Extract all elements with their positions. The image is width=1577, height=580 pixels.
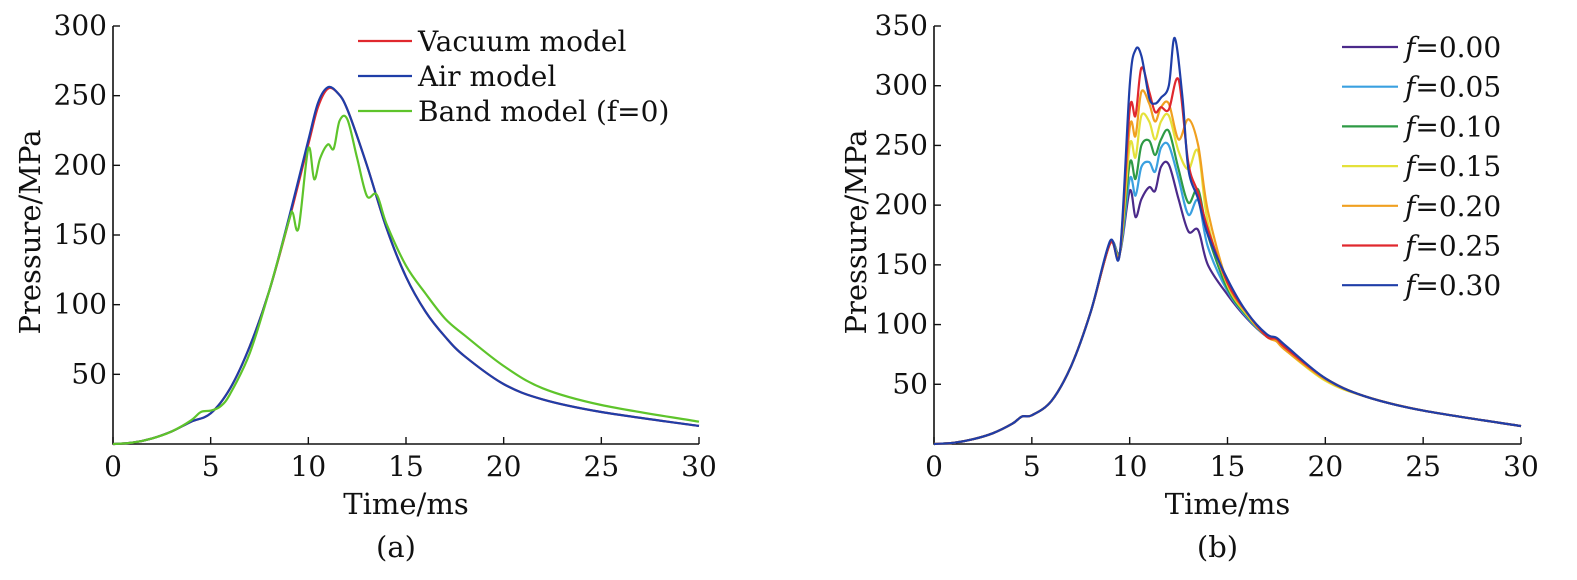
panel-a-x-tick-label: 25 bbox=[584, 450, 620, 483]
panel-b-x-tick-label: 25 bbox=[1405, 450, 1441, 483]
panel-a-label: (a) bbox=[376, 530, 416, 564]
panel-a-y-tick-label: 200 bbox=[54, 148, 107, 181]
panel-a-x-axis-title: Time/ms bbox=[343, 487, 468, 521]
panel-b-y-tick-label: 350 bbox=[875, 9, 928, 42]
panel-a-x-tick-label: 15 bbox=[388, 450, 424, 483]
panel-a-axes bbox=[112, 26, 699, 445]
panel-b-x-tick-label: 15 bbox=[1210, 450, 1246, 483]
panel-a-y-tick-label: 300 bbox=[54, 9, 107, 42]
panel-b-y-tick-label: 100 bbox=[875, 308, 928, 341]
panel-b-legend-label: f=0.20 bbox=[1403, 190, 1501, 223]
panel-b-y-axis-title: Pressure/MPa bbox=[839, 130, 873, 335]
panel-b-series-line bbox=[933, 36, 1522, 446]
panel-a-x-tick-label: 10 bbox=[291, 450, 327, 483]
panel-b-x-tick-label: 5 bbox=[1023, 450, 1041, 483]
panel-b-x-tick-label: 10 bbox=[1112, 450, 1148, 483]
panel-a-legend-label: Vacuum model bbox=[417, 25, 626, 58]
panel-b-y-tick-label: 150 bbox=[875, 248, 928, 281]
panel-b-series-line bbox=[933, 89, 1522, 446]
panel-a-y-axis-title: Pressure/MPa bbox=[13, 130, 47, 335]
panel-b-label: (b) bbox=[1197, 530, 1238, 564]
panel-b-chart: 0 5 10 15 20 25 30 50 100 150 200 250 300 350 Time/ms P… bbox=[839, 9, 1539, 564]
panel-b-legend-label: f=0.00 bbox=[1403, 31, 1501, 64]
panel-b-x-tick-label: 0 bbox=[925, 450, 943, 483]
panel-a-y-tick-label: 50 bbox=[71, 357, 107, 390]
panel-b-legend-label: f=0.15 bbox=[1403, 150, 1501, 183]
panel-a-y-tick-label: 150 bbox=[54, 218, 107, 251]
panel-a-legend-label: Air model bbox=[417, 60, 556, 93]
panel-b-y-tick-label: 300 bbox=[875, 69, 928, 102]
panel-b-x-tick-label: 30 bbox=[1503, 450, 1539, 483]
panel-a-series-line bbox=[112, 114, 700, 446]
panel-b-y-tick-label: 200 bbox=[875, 188, 928, 221]
panel-b-x-tick-label: 20 bbox=[1308, 450, 1344, 483]
panel-a-y-tick-label: 250 bbox=[54, 79, 107, 112]
panel-b-legend-label: f=0.10 bbox=[1403, 110, 1501, 143]
panel-a-chart: 0 5 10 15 20 25 30 50 100 150 200 250 300 Time/ms Pres… bbox=[13, 9, 717, 564]
panel-b-y-tick-label: 250 bbox=[875, 128, 928, 161]
panel-b-y-tick-label: 50 bbox=[892, 367, 928, 400]
panel-a-x-tick-label: 5 bbox=[202, 450, 220, 483]
panel-a-x-tick-label: 0 bbox=[104, 450, 122, 483]
panel-b-legend-label: f=0.25 bbox=[1403, 230, 1501, 263]
panel-a-legend-label: Band model (f=0) bbox=[418, 95, 669, 128]
panel-a-x-tick-label: 20 bbox=[486, 450, 522, 483]
panel-a-series-line bbox=[112, 85, 700, 446]
panel-a-y-tick-label: 100 bbox=[54, 288, 107, 321]
panel-b-x-axis-title: Time/ms bbox=[1165, 487, 1290, 521]
panel-b-legend-label: f=0.05 bbox=[1403, 71, 1501, 104]
panel-a-x-tick-label: 30 bbox=[681, 450, 717, 483]
panel-b-legend-label: f=0.30 bbox=[1403, 269, 1501, 302]
